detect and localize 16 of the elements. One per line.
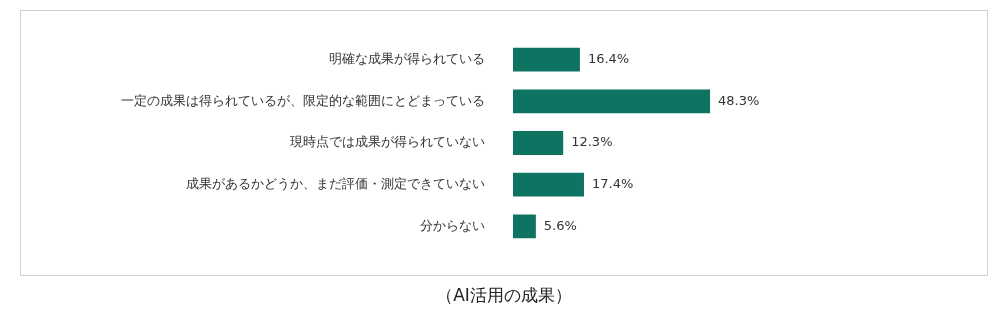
- text: （AI活用の成果）: [435, 284, 573, 307]
- y-tick-label: 現時点では成果が得られていない: [290, 134, 485, 150]
- data-label: 5.6%: [543, 217, 577, 233]
- data-label: 12.3%: [571, 134, 613, 150]
- bar: [513, 89, 711, 114]
- bar: [513, 47, 580, 72]
- y-tick-label: 成果があるかどうか、まだ評価・測定できていない: [186, 176, 485, 192]
- data-label: 48.3%: [718, 92, 760, 108]
- data-label: 17.4%: [591, 176, 634, 192]
- data-label: 16.4%: [587, 51, 630, 67]
- bar: [513, 172, 584, 197]
- y-tick-label: 分からない: [420, 217, 485, 233]
- bar: [513, 131, 564, 155]
- y-tick-label: 一定の成果は得られているが、限定的な範囲にとどまっている: [121, 92, 485, 108]
- bar: [513, 214, 536, 239]
- y-tick-label: 明確な成果が得られている: [329, 51, 485, 67]
